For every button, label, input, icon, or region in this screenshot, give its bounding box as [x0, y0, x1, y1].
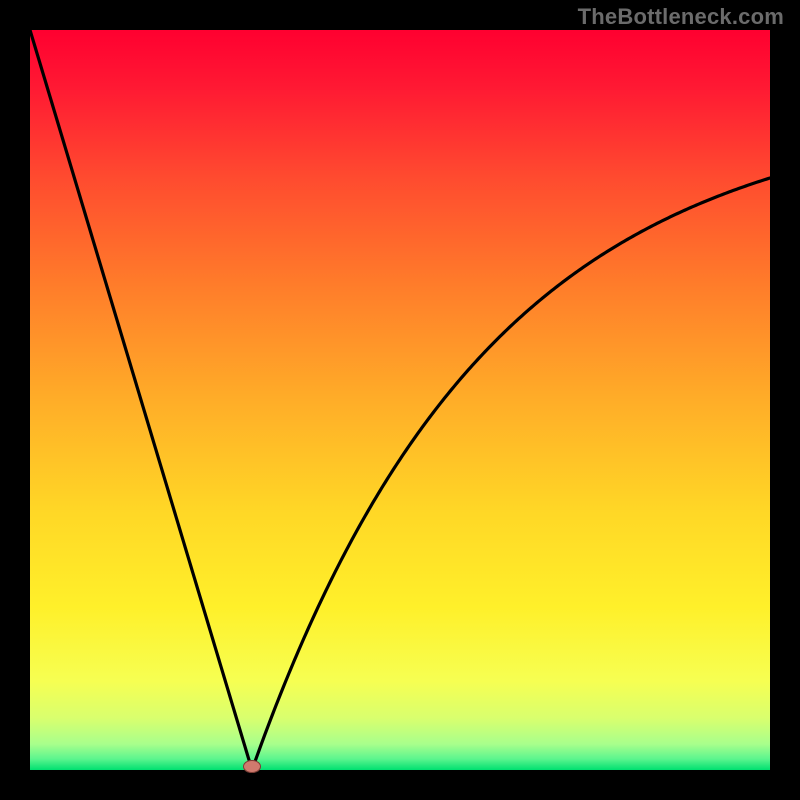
chart-container: TheBottleneck.com	[0, 0, 800, 800]
bottleneck-curve-path	[30, 30, 770, 770]
watermark-label: TheBottleneck.com	[578, 4, 784, 30]
plot-area	[30, 30, 770, 770]
bottleneck-marker	[243, 760, 261, 773]
bottleneck-curve	[30, 30, 770, 770]
